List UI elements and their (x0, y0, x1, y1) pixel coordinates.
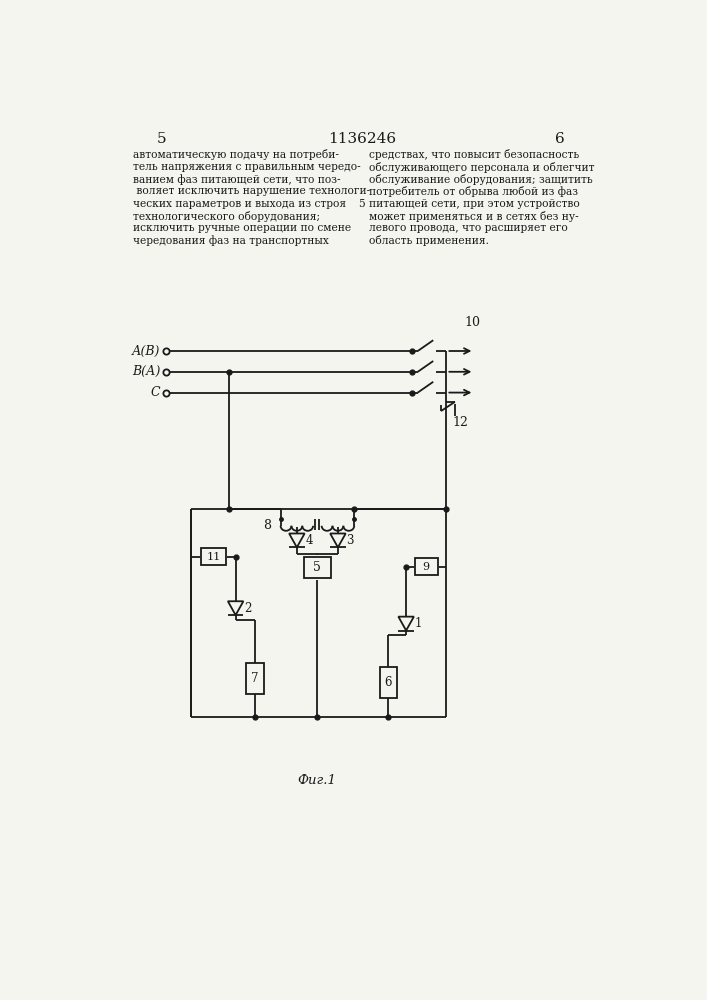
Text: чередования фаз на транспортных: чередования фаз на транспортных (132, 235, 329, 246)
Text: обслуживание оборудования; защитить: обслуживание оборудования; защитить (369, 174, 592, 185)
Text: левого провода, что расширяет его: левого провода, что расширяет его (369, 223, 568, 233)
Bar (414, 558, 438, 575)
Bar (304, 557, 331, 578)
Text: А(В): А(В) (132, 344, 160, 358)
Text: потребитель от обрыва любой из фаз: потребитель от обрыва любой из фаз (369, 186, 578, 197)
Text: обслуживающего персонала и облегчит: обслуживающего персонала и облегчит (369, 162, 595, 173)
Text: 11: 11 (206, 552, 221, 562)
Bar (201, 548, 226, 565)
Text: 6: 6 (385, 676, 392, 689)
Text: 4: 4 (305, 534, 313, 547)
Text: 1136246: 1136246 (328, 132, 396, 146)
Text: ческих параметров и выхода из строя: ческих параметров и выхода из строя (132, 199, 346, 209)
Text: 2: 2 (244, 602, 252, 615)
Bar (380, 667, 397, 698)
Text: ванием фаз питающей сети, что поз-: ванием фаз питающей сети, что поз- (132, 174, 340, 185)
Text: исключить ручные операции по смене: исключить ручные операции по смене (132, 223, 351, 233)
Text: 12: 12 (452, 416, 469, 429)
Text: автоматическую подачу на потреби-: автоматическую подачу на потреби- (132, 149, 339, 160)
Text: С: С (151, 386, 160, 399)
Text: 5: 5 (313, 561, 321, 574)
Text: Фиг.1: Фиг.1 (298, 774, 337, 788)
Text: 1: 1 (414, 617, 422, 630)
Text: 5: 5 (157, 132, 167, 146)
Bar (247, 663, 264, 694)
Text: питающей сети, при этом устройство: питающей сети, при этом устройство (369, 199, 580, 209)
Text: 6: 6 (555, 132, 564, 146)
Text: 5: 5 (358, 199, 366, 209)
Text: средствах, что повысит безопасность: средствах, что повысит безопасность (369, 149, 579, 160)
Text: 9: 9 (423, 562, 430, 572)
Text: тель напряжения с правильным чередо-: тель напряжения с правильным чередо- (132, 162, 361, 172)
Text: 7: 7 (251, 672, 259, 685)
Text: может применяться и в сетях без ну-: может применяться и в сетях без ну- (369, 211, 578, 222)
Text: технологического оборудования;: технологического оборудования; (132, 211, 320, 222)
Text: 10: 10 (464, 316, 481, 329)
Text: 8: 8 (263, 519, 271, 532)
Text: область применения.: область применения. (369, 235, 489, 246)
Text: 3: 3 (346, 534, 354, 547)
Text: В(А): В(А) (132, 365, 160, 378)
Text: воляет исключить нарушение технологи-: воляет исключить нарушение технологи- (132, 186, 370, 196)
